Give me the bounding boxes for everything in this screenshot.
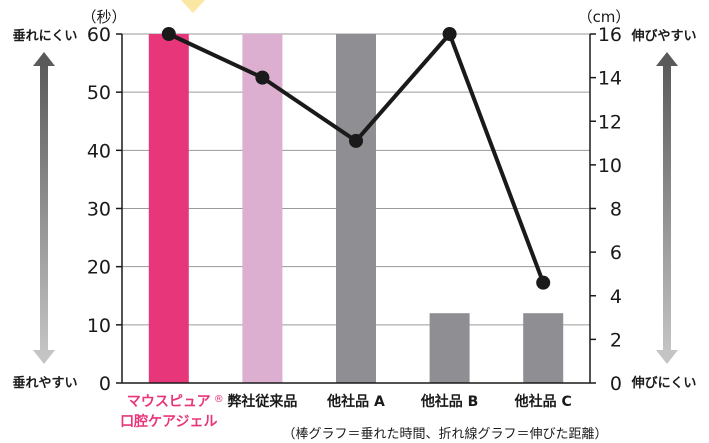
line-point xyxy=(255,70,270,85)
left-tick-label: 0 xyxy=(99,373,111,395)
bar xyxy=(429,313,470,383)
bar xyxy=(148,34,189,383)
left-axis-unit: （秒） xyxy=(81,8,126,26)
right-tick-label: 4 xyxy=(610,286,622,308)
right-tick-label: 16 xyxy=(598,24,622,46)
bar xyxy=(242,34,283,383)
line-point xyxy=(161,27,176,41)
line-point xyxy=(442,27,457,41)
line-point xyxy=(536,275,551,290)
left-tick-label: 40 xyxy=(87,140,111,162)
right-tick-labels: 0 2 4 6 8 10 12 14 16 xyxy=(598,24,622,395)
left-tick-label: 60 xyxy=(87,24,111,46)
right-axis-unit: （cm） xyxy=(578,8,631,26)
bar xyxy=(523,313,564,383)
right-tick-label: 6 xyxy=(610,242,622,264)
category-label: 他社品 B xyxy=(420,393,479,410)
right-tick-label: 10 xyxy=(598,155,622,177)
left-double-arrow-icon xyxy=(33,52,55,364)
category-label: マウスピュア xyxy=(127,394,211,410)
right-tick-label: 2 xyxy=(610,329,622,351)
right-double-arrow-icon xyxy=(656,52,678,364)
left-top-label: 垂れにくい xyxy=(13,28,78,44)
right-bottom-label: 伸びにくい xyxy=(631,375,697,391)
left-tick-label: 20 xyxy=(87,257,111,279)
left-tick-label: 50 xyxy=(87,82,111,104)
pointer-triangle xyxy=(181,0,205,13)
right-top-label: 伸びやすい xyxy=(630,28,696,44)
category-label: 他社品 C xyxy=(514,393,572,410)
chart-note: （棒グラフ＝垂れた時間、折れ線グラフ＝伸びた距離） xyxy=(282,426,607,442)
category-label-line2: 口腔ケアジェル xyxy=(120,413,217,430)
left-tick-label: 30 xyxy=(87,199,111,221)
right-tick-label: 12 xyxy=(598,111,622,133)
left-bottom-label: 垂れやすい xyxy=(12,375,77,391)
axes xyxy=(116,33,596,384)
right-tick-label: 8 xyxy=(610,199,622,221)
category-label: 弊社従来品 xyxy=(227,393,297,410)
bars xyxy=(148,34,564,383)
left-tick-labels: 0 10 20 30 40 50 60 xyxy=(87,24,111,395)
category-label: 他社品 A xyxy=(326,393,385,410)
right-tick-label: 14 xyxy=(598,68,622,90)
line-point xyxy=(349,133,363,148)
left-tick-label: 10 xyxy=(87,315,111,337)
bar xyxy=(336,34,376,383)
category-label-mark: ® xyxy=(214,394,224,405)
line-series xyxy=(161,27,551,290)
right-tick-label: 0 xyxy=(610,373,622,395)
